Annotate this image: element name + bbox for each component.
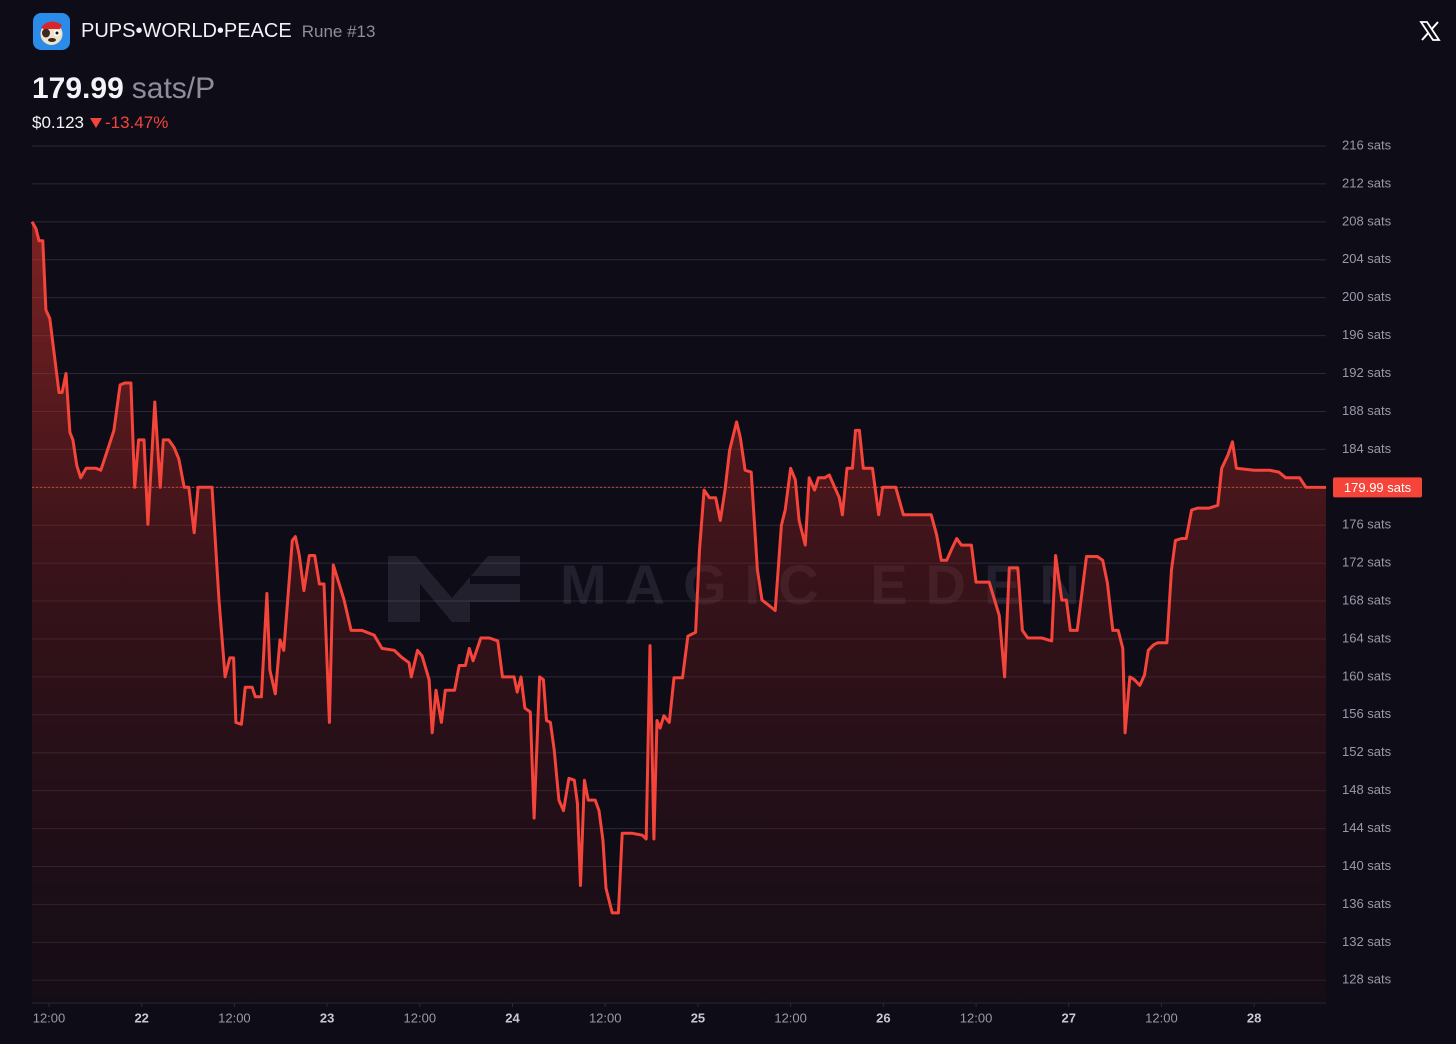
rune-name: PUPS•WORLD•PEACE	[81, 20, 292, 42]
y-tick-label: 208 sats	[1342, 213, 1392, 228]
y-tick-label: 140 sats	[1342, 858, 1392, 873]
price: 179.99	[32, 72, 124, 105]
y-tick-label: 188 sats	[1342, 403, 1392, 418]
y-tick-label: 144 sats	[1342, 820, 1392, 835]
x-tick-label: 24	[505, 1010, 520, 1025]
y-tick-label: 156 sats	[1342, 706, 1392, 721]
price-row: 179.99 sats/P	[32, 72, 215, 106]
y-tick-label: 128 sats	[1342, 972, 1392, 987]
y-tick-label: 204 sats	[1342, 251, 1392, 266]
x-tick-label: 25	[691, 1010, 705, 1025]
y-tick-label: 212 sats	[1342, 175, 1392, 190]
x-tick-label: 12:00	[1145, 1010, 1178, 1025]
last-price-label: 179.99 sats	[1344, 480, 1412, 495]
x-tick-label: 12:00	[589, 1010, 622, 1025]
y-tick-label: 148 sats	[1342, 782, 1392, 797]
icon-art	[40, 21, 63, 45]
x-link[interactable]	[1419, 20, 1441, 42]
y-tick-label: 216 sats	[1342, 137, 1392, 152]
y-tick-label: 152 sats	[1342, 744, 1392, 759]
y-tick-label: 200 sats	[1342, 289, 1392, 304]
x-tick-label: 22	[134, 1010, 148, 1025]
watermark-logo	[388, 556, 520, 622]
price-unit: sats/P	[131, 72, 216, 105]
x-tick-label: 26	[876, 1010, 890, 1025]
y-tick-label: 172 sats	[1342, 555, 1392, 570]
last-price-badge	[1333, 477, 1422, 498]
x-tick-label: 27	[1062, 1010, 1076, 1025]
y-tick-label: 192 sats	[1342, 365, 1392, 380]
x-tick-label: 12:00	[33, 1010, 66, 1025]
y-tick-label: 160 sats	[1342, 668, 1392, 683]
x-tick-label: 12:00	[960, 1010, 993, 1025]
down-arrow	[90, 118, 102, 128]
rune-number: Rune #13	[301, 22, 376, 41]
y-tick-label: 176 sats	[1342, 517, 1392, 532]
x-tick-label: 12:00	[218, 1010, 251, 1025]
y-tick-label: 184 sats	[1342, 441, 1392, 456]
usd-price: $0.123	[32, 113, 84, 132]
change-row: $0.123 -13.47%	[32, 113, 168, 133]
y-tick-label: 132 sats	[1342, 934, 1392, 949]
rune-icon	[33, 13, 70, 50]
x-tick-label: 23	[320, 1010, 334, 1025]
x-tick-label: 28	[1247, 1010, 1261, 1025]
change-value: -13.47%	[105, 113, 169, 132]
y-tick-label: 196 sats	[1342, 327, 1392, 342]
x-tick-label: 12:00	[404, 1010, 437, 1025]
plot: 179.99 sats	[30, 221, 1422, 1004]
y-tick-label: 168 sats	[1342, 592, 1392, 607]
price-change: -13.47%	[90, 113, 168, 133]
title-row: PUPS•WORLD•PEACE Rune #13	[81, 20, 375, 43]
y-tick-label: 136 sats	[1342, 896, 1392, 911]
y-tick-label: 164 sats	[1342, 630, 1392, 645]
price-line	[30, 221, 1327, 915]
x-tick-label: 12:00	[774, 1010, 807, 1025]
area-fill	[32, 221, 1326, 1004]
